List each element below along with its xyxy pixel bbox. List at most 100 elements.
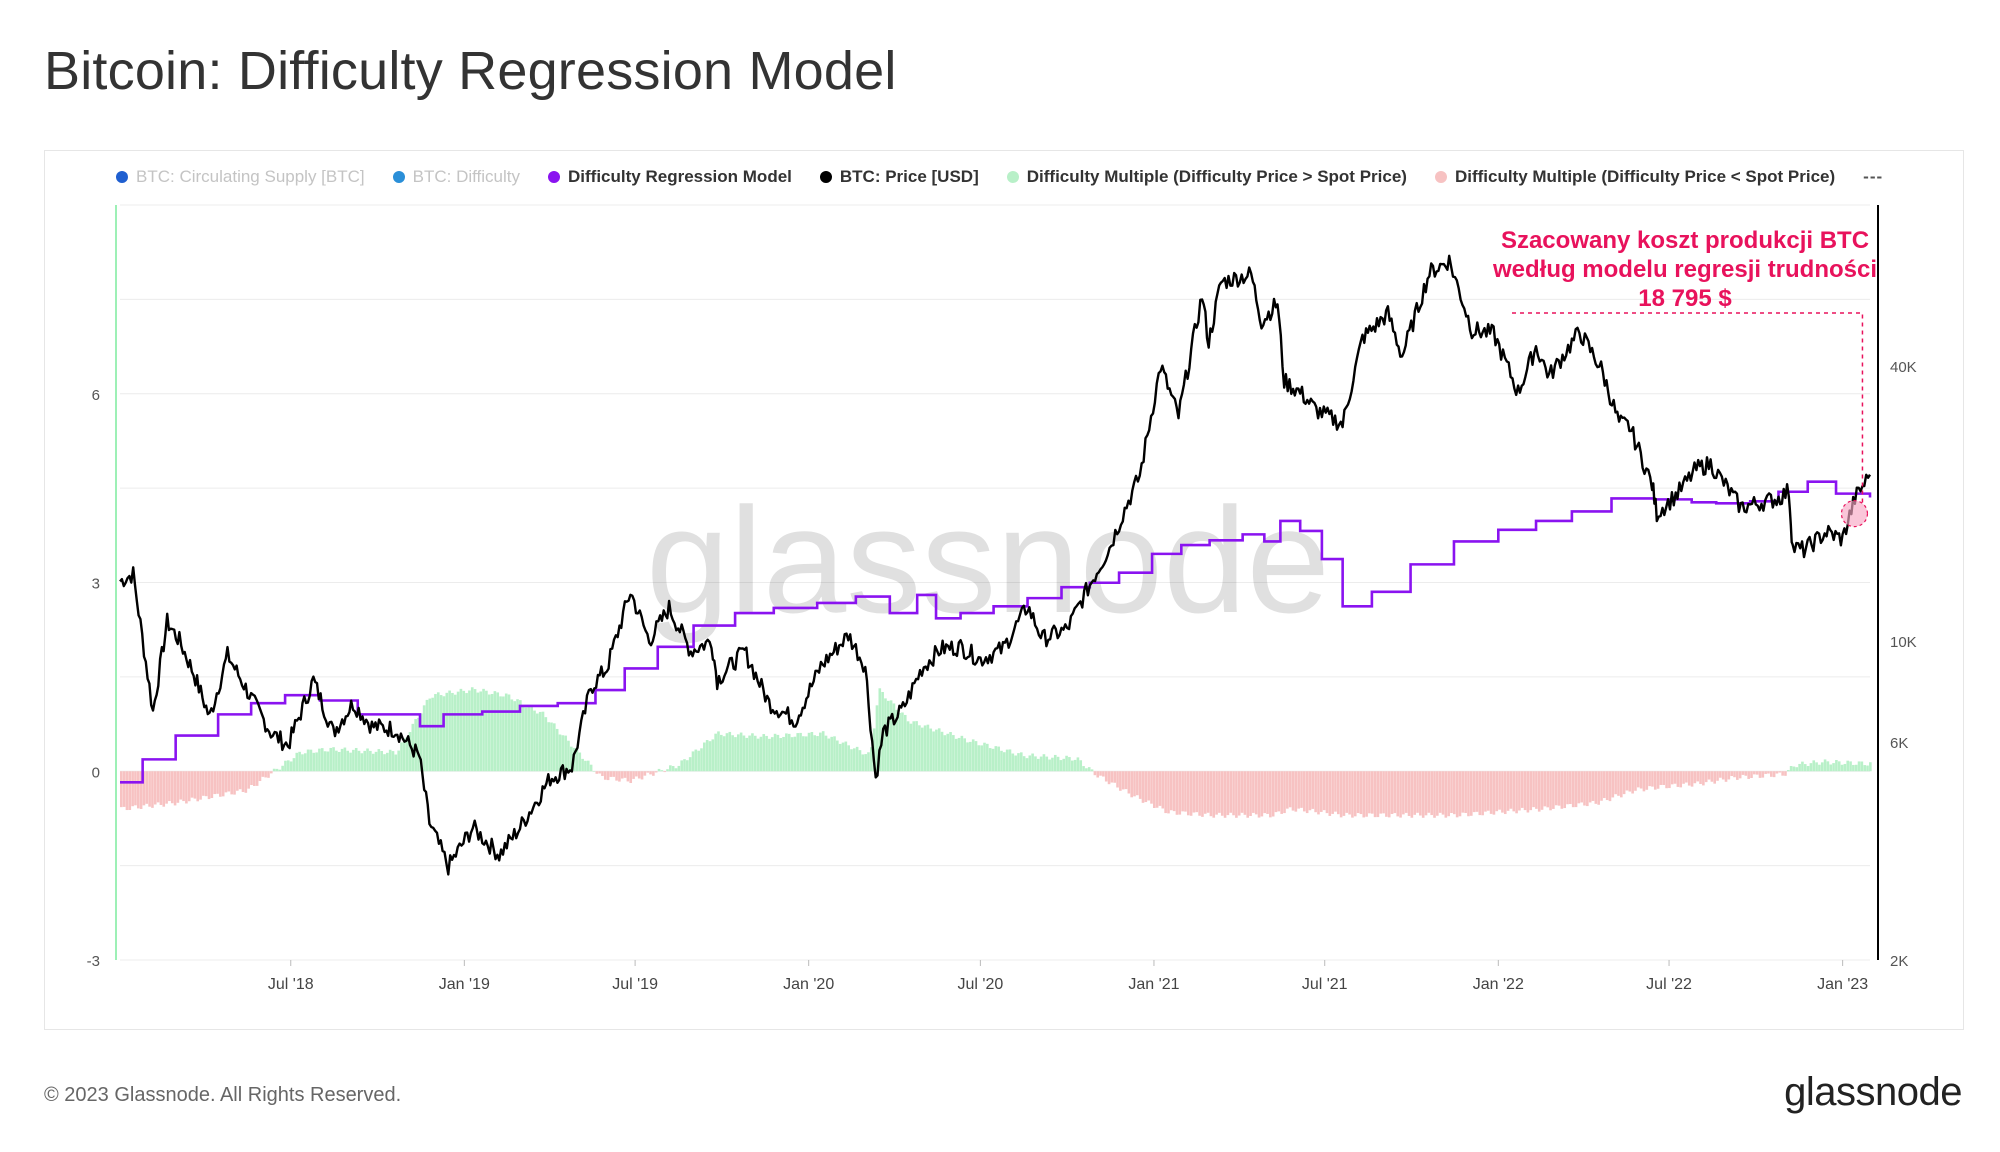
difficulty-multiple-bar <box>1829 764 1833 772</box>
difficulty-multiple-bar <box>1407 771 1411 816</box>
difficulty-multiple-bar <box>286 760 290 772</box>
difficulty-multiple-bar <box>298 751 301 772</box>
difficulty-multiple-bar <box>168 771 171 802</box>
difficulty-multiple-bar <box>383 754 386 772</box>
difficulty-multiple-bar <box>1526 771 1530 813</box>
difficulty-multiple-bar <box>714 733 717 772</box>
difficulty-multiple-bar <box>1620 771 1623 798</box>
difficulty-multiple-bar <box>326 751 330 772</box>
difficulty-multiple-bar <box>1424 771 1428 816</box>
difficulty-multiple-bar <box>1065 755 1068 772</box>
difficulty-multiple-bar <box>303 753 307 772</box>
difficulty-multiple-bar <box>473 689 477 772</box>
difficulty-multiple-bar <box>1764 771 1767 774</box>
legend-item-btc-price[interactable]: BTC: Price [USD] <box>819 167 979 187</box>
difficulty-multiple-bar <box>451 692 454 772</box>
difficulty-multiple-bar <box>1523 771 1527 811</box>
difficulty-multiple-bar <box>1710 771 1714 782</box>
difficulty-multiple-bar <box>136 771 140 809</box>
difficulty-multiple-bar <box>1362 771 1366 818</box>
series-line-btc-price <box>119 254 1872 876</box>
difficulty-multiple-bar <box>1693 771 1697 784</box>
difficulty-multiple-bar <box>584 760 587 772</box>
difficulty-multiple-bar <box>742 735 746 772</box>
difficulty-multiple-bar <box>1489 771 1493 814</box>
difficulty-multiple-bar <box>1294 771 1298 812</box>
difficulty-multiple-bar <box>363 750 366 772</box>
legend-dot <box>548 171 561 183</box>
difficulty-multiple-bar <box>1580 771 1583 803</box>
difficulty-multiple-bar <box>1130 771 1133 798</box>
difficulty-multiple-bar <box>663 771 666 773</box>
difficulty-multiple-bar <box>1039 756 1043 772</box>
difficulty-multiple-bar <box>1532 771 1535 808</box>
difficulty-multiple-bar <box>1441 771 1445 815</box>
difficulty-multiple-bar <box>1486 771 1490 811</box>
difficulty-multiple-bar <box>966 742 969 772</box>
difficulty-multiple-bar <box>671 766 675 772</box>
difficulty-multiple-bar <box>751 733 754 772</box>
difficulty-multiple-bar <box>1552 771 1555 809</box>
difficulty-multiple-bar <box>1090 769 1094 772</box>
difficulty-multiple-bar <box>700 748 703 772</box>
difficulty-multiple-bar <box>193 771 197 799</box>
difficulty-multiple-bar <box>315 752 318 772</box>
difficulty-multiple-bar <box>1045 756 1049 772</box>
difficulty-multiple-bar <box>456 691 460 772</box>
difficulty-multiple-bar <box>618 771 621 782</box>
difficulty-multiple-bar <box>1317 771 1320 815</box>
difficulty-multiple-bar <box>649 771 652 775</box>
difficulty-multiple-bar <box>850 749 853 772</box>
difficulty-multiple-bar <box>994 746 998 772</box>
difficulty-multiple-bar <box>1736 771 1739 780</box>
difficulty-multiple-bar <box>787 733 791 772</box>
difficulty-multiple-bar <box>1433 771 1436 818</box>
legend-more-button[interactable]: --- <box>1863 167 1884 186</box>
difficulty-multiple-bar <box>895 709 899 772</box>
difficulty-multiple-bar <box>1226 771 1230 816</box>
difficulty-multiple-bar <box>705 740 709 772</box>
difficulty-multiple-bar <box>1269 771 1272 818</box>
difficulty-multiple-bar <box>1795 767 1799 772</box>
difficulty-multiple-bar <box>1410 771 1414 818</box>
difficulty-multiple-bar <box>1809 763 1813 772</box>
difficulty-multiple-bar <box>445 692 449 772</box>
difficulty-multiple-bar <box>1611 771 1615 798</box>
difficulty-multiple-bar <box>476 692 480 772</box>
legend-item-multiple-positive[interactable]: Difficulty Multiple (Difficulty Price > … <box>1006 167 1407 187</box>
difficulty-multiple-bar <box>1812 760 1816 772</box>
difficulty-multiple-bar <box>1178 771 1182 815</box>
legend-item-regression-model[interactable]: Difficulty Regression Model <box>548 167 792 187</box>
difficulty-multiple-bar <box>1430 771 1433 816</box>
difficulty-multiple-bar <box>1685 771 1688 783</box>
difficulty-multiple-bar <box>1699 771 1702 784</box>
difficulty-multiple-bar <box>1591 771 1595 801</box>
difficulty-multiple-bar <box>1203 771 1207 814</box>
difficulty-multiple-bar <box>371 753 375 772</box>
difficulty-multiple-bar <box>1320 771 1323 812</box>
difficulty-multiple-bar <box>1240 771 1244 813</box>
y-left-tick-label: 3 <box>92 576 100 593</box>
difficulty-multiple-bar <box>1453 771 1456 815</box>
legend-label: Difficulty Multiple (Difficulty Price < … <box>1454 167 1836 186</box>
difficulty-multiple-bar <box>957 737 961 772</box>
legend-item-difficulty[interactable]: BTC: Difficulty <box>392 167 520 187</box>
difficulty-multiple-bar <box>1348 771 1351 815</box>
difficulty-multiple-bar <box>1679 771 1683 788</box>
difficulty-multiple-bar <box>1840 764 1844 772</box>
difficulty-multiple-bar <box>1382 771 1385 814</box>
difficulty-multiple-bar <box>1846 760 1850 772</box>
watermark: glassnode <box>646 476 1330 644</box>
legend-item-multiple-negative[interactable]: Difficulty Multiple (Difficulty Price < … <box>1434 167 1836 187</box>
difficulty-multiple-bar <box>1396 771 1400 817</box>
difficulty-multiple-bar <box>929 728 933 772</box>
y-left-tick-label: -3 <box>87 953 100 970</box>
difficulty-multiple-bar <box>510 699 514 772</box>
difficulty-multiple-bar <box>946 733 950 772</box>
difficulty-multiple-bar <box>397 750 400 772</box>
difficulty-multiple-bar <box>236 771 239 791</box>
difficulty-multiple-bar <box>1102 771 1105 777</box>
legend-item-circulating-supply[interactable]: BTC: Circulating Supply [BTC] <box>116 167 365 187</box>
difficulty-multiple-bar <box>465 693 468 772</box>
difficulty-multiple-bar <box>1597 771 1600 805</box>
